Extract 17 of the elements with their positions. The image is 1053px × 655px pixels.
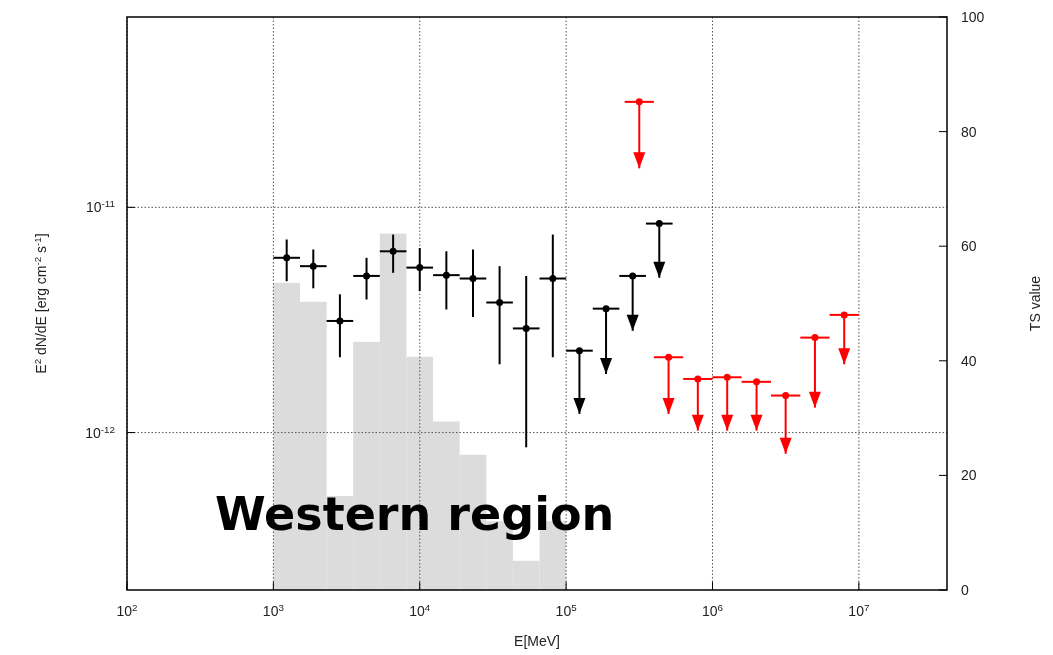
y-tick-label: 10$^{-12}$ [85, 423, 115, 441]
x-tick-label: 10$^{4}$ [409, 601, 431, 619]
x-axis-title: E[MeV] [514, 633, 560, 649]
x-tick-label: 10$^{2}$ [116, 601, 138, 619]
y2-axis-title: TS value [1027, 275, 1043, 332]
y2-tick-label: 60 [961, 238, 977, 255]
y2-tick-label: 40 [961, 352, 977, 369]
x-tick-label: 10$^{5}$ [555, 601, 578, 619]
y2-tick-label: 80 [961, 123, 977, 140]
x-tick-label: 10$^{7}$ [848, 601, 870, 619]
x-tick-label: 10$^{6}$ [701, 601, 724, 619]
y2-tick-label: 20 [961, 467, 977, 484]
y2-tick-label: 100 [961, 9, 985, 25]
annotation: Western region [215, 487, 615, 541]
y2-tick-label: 0 [961, 582, 969, 598]
x-tick-label: 10$^{3}$ [262, 601, 285, 619]
y-tick-label: 10$^{-11}$ [85, 197, 115, 216]
